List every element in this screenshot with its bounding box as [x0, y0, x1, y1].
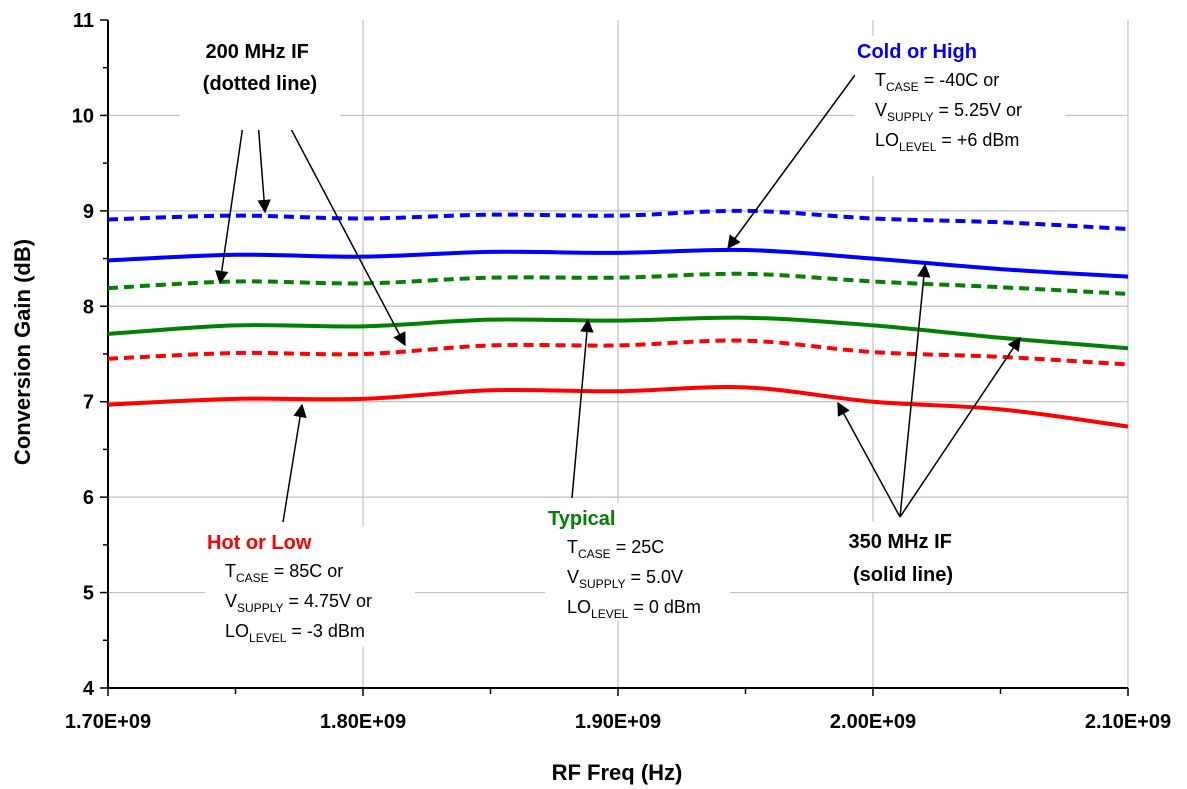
- solid-if-label: 350 MHz IF (solid line): [849, 531, 958, 586]
- x-axis-title: RF Freq (Hz): [552, 760, 683, 785]
- typical-title: Typical: [548, 508, 615, 530]
- y-tick-label: 6: [83, 487, 94, 509]
- y-tick-label: 8: [83, 296, 94, 318]
- x-tick-label: 1.70E+09: [65, 711, 151, 733]
- data-series: [107, 208, 1129, 429]
- series-line-3: [107, 315, 1129, 351]
- arrow-cold: [727, 74, 856, 250]
- y-tick-label: 9: [83, 201, 94, 223]
- cold-annotation: Cold or High TCASE = -40C or VSUPPLY = 5…: [855, 36, 1065, 176]
- hot-title: Hot or Low: [207, 532, 312, 554]
- hot-vsupply: VSUPPLY = 4.75V or: [225, 591, 372, 615]
- typical-annotation: Typical TCASE = 25C VSUPPLY = 5.0V LOLEV…: [545, 503, 730, 621]
- arrow-solid-if-3: [899, 336, 1021, 518]
- arrow-solid-if-2: [899, 263, 931, 518]
- series-line-0: [107, 208, 1129, 231]
- hot-tcase: TCASE = 85C or: [225, 561, 343, 585]
- y-tick-label: 4: [83, 678, 95, 700]
- y-axis-title: Conversion Gain (dB): [10, 239, 35, 465]
- series-line-5: [107, 385, 1129, 429]
- series-line-4: [107, 338, 1129, 367]
- hot-annotation: Hot or Low TCASE = 85C or VSUPPLY = 4.75…: [205, 527, 415, 647]
- cold-tcase: TCASE = -40C or: [875, 70, 999, 94]
- x-tick-label: 2.00E+09: [830, 711, 916, 733]
- cold-title: Cold or High: [857, 41, 977, 63]
- dotted-if-label: 200 MHz IF (dotted line): [203, 41, 317, 95]
- axes: [100, 19, 1129, 696]
- hot-lolevel: LOLEVEL = -3 dBm: [225, 621, 365, 645]
- series-line-1: [107, 247, 1129, 279]
- tick-labels: 4 5 6 7 8 9 10 11 1.70E+09 1.80E+09 1.90E+09 2.00E+…: [65, 10, 1171, 733]
- typical-tcase: TCASE = 25C: [567, 537, 664, 561]
- y-tick-label: 10: [72, 105, 94, 127]
- cold-lolevel: LOLEVEL = +6 dBm: [875, 130, 1019, 154]
- arrow-solid-if-1: [837, 401, 901, 518]
- cold-vsupply: VSUPPLY = 5.25V or: [875, 100, 1022, 124]
- arrow-hot: [282, 403, 307, 523]
- x-tick-label: 1.90E+09: [575, 711, 661, 733]
- arrow-typical: [571, 318, 594, 499]
- y-tick-label: 7: [83, 392, 94, 414]
- x-tick-label: 2.10E+09: [1085, 711, 1171, 733]
- typical-vsupply: VSUPPLY = 5.0V: [567, 567, 683, 591]
- y-tick-label: 11: [73, 10, 94, 32]
- y-tick-label: 5: [83, 583, 94, 605]
- series-line-2: [107, 271, 1129, 296]
- solid-if-label-bg: [818, 522, 986, 592]
- x-tick-label: 1.80E+09: [320, 711, 406, 733]
- dotted-if-label-bg: [180, 34, 340, 130]
- typical-lolevel: LOLEVEL = 0 dBm: [567, 597, 701, 621]
